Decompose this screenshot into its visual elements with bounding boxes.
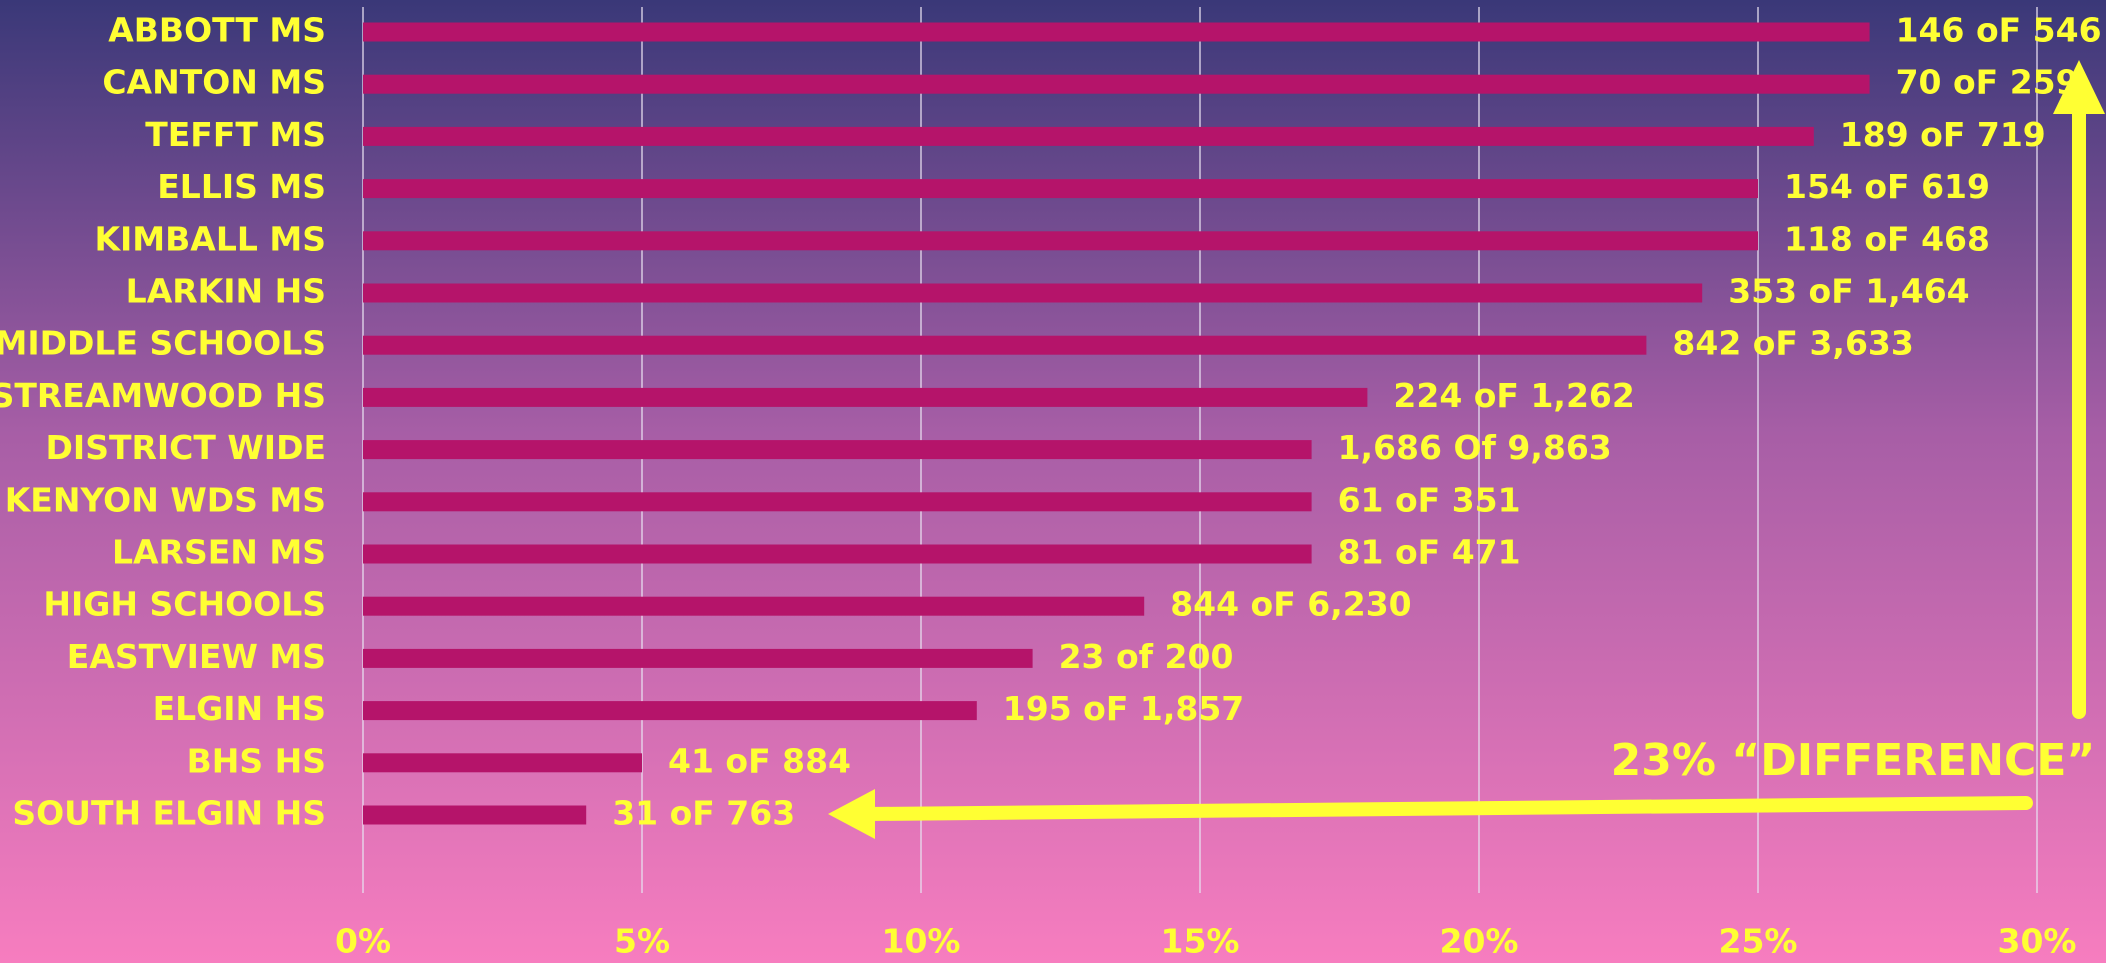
bar-label: 353 oF 1,464 [1728, 272, 1969, 311]
y-tick-label: KIMBALL MS [94, 219, 326, 258]
x-tick-label: 5% [614, 922, 670, 961]
arrow-head [2053, 60, 2105, 114]
bar [363, 440, 1312, 460]
arrows [828, 60, 2105, 839]
bar-label: 1,686 Of 9,863 [1338, 428, 1612, 467]
bar-label: 31 oF 763 [612, 794, 795, 833]
arrow-head [828, 789, 875, 839]
x-tick-label: 30% [1998, 922, 2077, 961]
x-tick-label: 0% [335, 922, 391, 961]
bar-label: 189 oF 719 [1840, 115, 2046, 154]
x-tick-label: 20% [1440, 922, 1519, 961]
arrow-line [863, 796, 2033, 821]
y-tick-label: SOUTH ELGIN HS [12, 794, 326, 833]
bar-label: 146 oF 546 [1896, 11, 2102, 50]
y-tick-label: EASTVIEW MS [67, 637, 326, 676]
y-tick-label: LARSEN MS [112, 533, 326, 572]
bar-label: 844 oF 6,230 [1170, 585, 1411, 624]
bar [363, 22, 1870, 42]
bar [363, 544, 1312, 564]
plot: 0% 5% 10% 15% 20% 25% 30% ABBOTT MS 146 oF 546 CA… [0, 7, 2102, 961]
bar [363, 753, 642, 773]
bar [363, 805, 587, 825]
bar [363, 179, 1758, 199]
x-tick-label: 25% [1719, 922, 1798, 961]
bar-label: 23 of 200 [1059, 637, 1234, 676]
bar [363, 283, 1703, 303]
bar-label: 118 oF 468 [1784, 219, 1990, 258]
y-tick-label: ABBOTT MS [108, 11, 326, 50]
bar [363, 74, 1870, 94]
y-tick-label: LARKIN HS [126, 272, 326, 311]
y-tick-label: KENYON WDS MS [5, 480, 326, 519]
y-tick-label: DISTRICT WIDE [46, 428, 326, 467]
y-tick-label: BHS HS [187, 741, 326, 780]
y-tick-label: ELLIS MS [157, 167, 326, 206]
y-tick-label: MIDDLE SCHOOLS [0, 324, 326, 363]
x-tick-label: 15% [1161, 922, 1240, 961]
bar [363, 231, 1758, 251]
bar [363, 596, 1145, 616]
bar-label: 195 oF 1,857 [1003, 689, 1244, 728]
y-tick-label: TEFFT MS [145, 115, 326, 154]
annotation: 23% “DIFFERENCE” [1611, 735, 2096, 786]
y-tick-label: CANTON MS [102, 63, 326, 102]
bar-label: 70 oF 259 [1896, 63, 2079, 102]
bar [363, 701, 977, 721]
bar-label: 41 oF 884 [668, 741, 851, 780]
bar-label: 61 oF 351 [1338, 480, 1521, 519]
bar-label: 842 oF 3,633 [1672, 324, 1913, 363]
bar [363, 126, 1814, 146]
bar [363, 648, 1033, 668]
y-tick-label: HIGH SCHOOLS [43, 585, 326, 624]
bar-label: 224 oF 1,262 [1393, 376, 1634, 415]
bar [363, 492, 1312, 512]
bar-label: 81 oF 471 [1338, 533, 1521, 572]
bar-label: 154 oF 619 [1784, 167, 1990, 206]
y-tick-label: ELGIN HS [153, 689, 326, 728]
y-tick-label: STREAMWOOD HS [0, 376, 326, 415]
bar [363, 335, 1647, 355]
x-tick-label: 10% [882, 922, 961, 961]
bar [363, 387, 1368, 407]
